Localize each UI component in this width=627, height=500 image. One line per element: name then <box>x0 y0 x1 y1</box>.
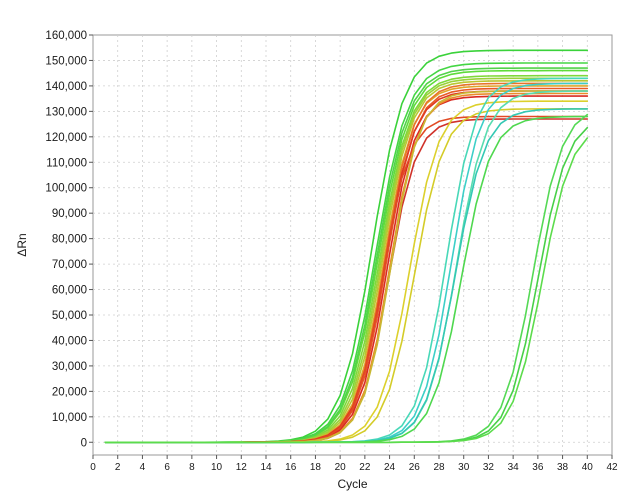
y-tick-label: 70,000 <box>52 259 87 271</box>
y-tick-label: 100,000 <box>45 183 87 195</box>
x-tick-label: 4 <box>140 462 146 473</box>
x-tick-label: 14 <box>260 462 272 473</box>
x-tick-label: 20 <box>335 462 347 473</box>
y-tick-label: 20,000 <box>52 386 87 398</box>
y-tick-label: 80,000 <box>52 234 87 246</box>
y-tick-label: 120,000 <box>45 132 87 144</box>
x-tick-label: 12 <box>236 462 248 473</box>
x-tick-label: 42 <box>606 462 618 473</box>
y-tick-label: 110,000 <box>46 157 87 169</box>
x-tick-label: 22 <box>359 462 371 473</box>
x-tick-label: 16 <box>285 462 297 473</box>
y-tick-label: 30,000 <box>52 361 87 373</box>
x-tick-label: 6 <box>164 462 170 473</box>
y-tick-label: 10,000 <box>52 412 87 424</box>
y-tick-label: 140,000 <box>45 81 87 93</box>
x-tick-label: 32 <box>483 462 495 473</box>
x-tick-label: 30 <box>458 462 470 473</box>
y-tick-label: 60,000 <box>52 285 87 297</box>
y-tick-label: 130,000 <box>45 106 87 118</box>
y-tick-label: 150,000 <box>45 55 87 67</box>
x-tick-label: 38 <box>557 462 569 473</box>
x-tick-label: 18 <box>310 462 322 473</box>
y-tick-label: 160,000 <box>45 30 87 42</box>
y-tick-label: 40,000 <box>52 335 87 347</box>
x-tick-label: 40 <box>582 462 594 473</box>
x-tick-label: 10 <box>211 462 223 473</box>
x-tick-label: 26 <box>409 462 421 473</box>
y-axis-label: ΔRn <box>15 233 29 256</box>
x-tick-label: 8 <box>189 462 195 473</box>
x-tick-label: 0 <box>90 462 96 473</box>
x-tick-label: 34 <box>508 462 520 473</box>
x-axis-ticks: 0 2 4 6 8 10 12 14 16 18 20 22 24 26 28 30 32 34 36 38 40 42 <box>90 455 618 473</box>
x-tick-label: 24 <box>384 462 396 473</box>
curves <box>104 49 589 444</box>
y-tick-label: 50,000 <box>52 310 87 322</box>
amplification-curve <box>104 137 589 444</box>
x-tick-label: 28 <box>433 462 445 473</box>
y-axis-ticks: 0 10,000 20,000 30,000 40,000 50,000 60,000 70,… <box>45 30 93 449</box>
x-tick-label: 36 <box>532 462 544 473</box>
x-tick-label: 2 <box>115 462 121 473</box>
y-tick-label: 0 <box>81 437 87 449</box>
plot-area <box>92 34 613 456</box>
x-axis-label: Cycle <box>337 477 367 491</box>
y-tick-label: 90,000 <box>52 208 87 220</box>
